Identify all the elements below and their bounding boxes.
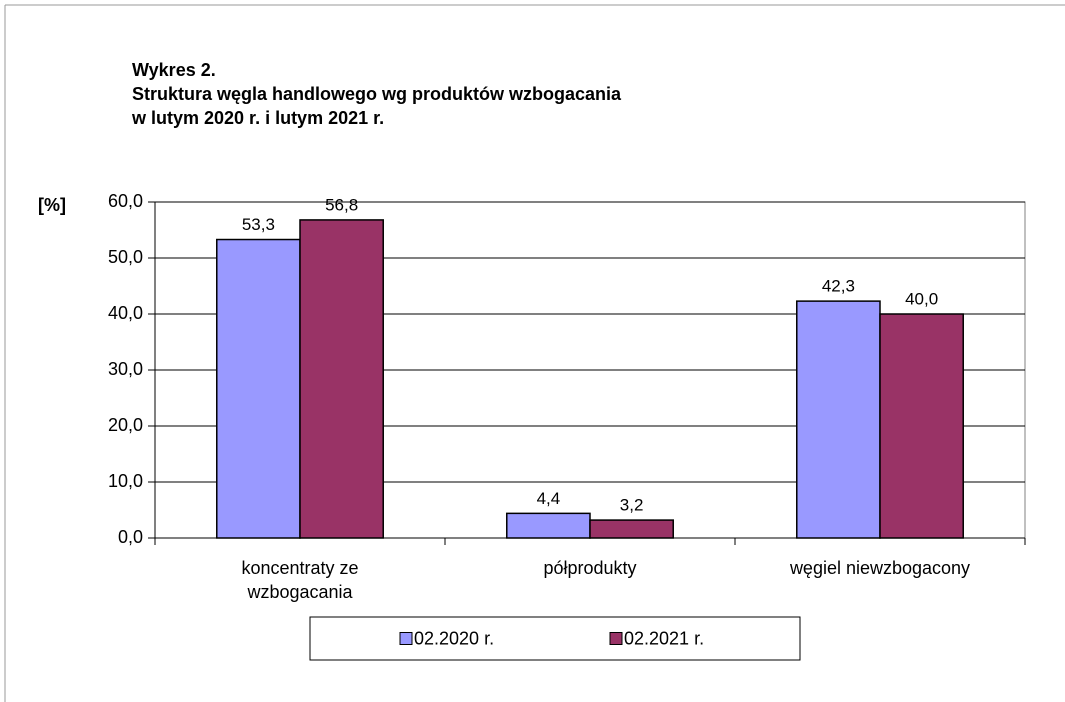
value-label: 56,8 xyxy=(325,195,358,214)
legend-label: 02.2020 r. xyxy=(414,628,494,648)
legend-swatch xyxy=(399,632,413,645)
x-tick-label: półprodukty xyxy=(543,558,637,578)
value-label: 40,0 xyxy=(905,289,938,308)
bar xyxy=(879,313,964,539)
legend-label: 02.2021 r. xyxy=(624,628,704,648)
chart-title: Struktura węgla handlowego wg produktów … xyxy=(132,84,622,104)
x-tick-label: koncentraty ze wzbogacania xyxy=(241,558,359,602)
chart-title: Wykres 2. xyxy=(132,60,216,80)
bar xyxy=(216,238,301,539)
bar xyxy=(299,219,384,539)
y-axis-label: [%] xyxy=(38,195,66,215)
y-tick-label: 50,0 xyxy=(108,247,143,267)
bar xyxy=(589,519,674,539)
y-tick-label: 30,0 xyxy=(108,359,143,379)
chart-title: w lutym 2020 r. i lutym 2021 r. xyxy=(131,108,384,128)
value-label: 4,4 xyxy=(537,489,561,508)
y-tick-label: 20,0 xyxy=(108,415,143,435)
legend-swatch xyxy=(609,632,623,645)
legend-box xyxy=(309,616,801,661)
y-tick-label: 0,0 xyxy=(118,527,143,547)
bar xyxy=(506,512,591,539)
bar xyxy=(796,300,881,539)
value-label: 53,3 xyxy=(242,215,275,234)
y-tick-label: 10,0 xyxy=(108,471,143,491)
x-tick-label: węgiel niewzbogacony xyxy=(789,558,971,578)
value-label: 3,2 xyxy=(620,496,644,515)
y-tick-label: 60,0 xyxy=(108,191,143,211)
y-tick-label: 40,0 xyxy=(108,303,143,323)
value-label: 42,3 xyxy=(822,277,855,296)
